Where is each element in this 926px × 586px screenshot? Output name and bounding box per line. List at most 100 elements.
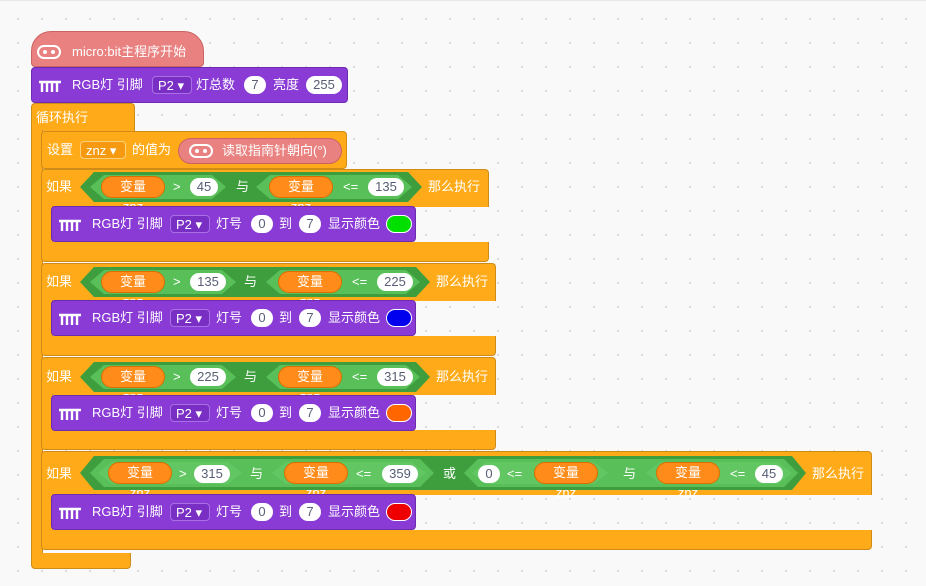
operator-symbol: > [173, 179, 181, 194]
and-label: 与 [250, 466, 264, 481]
from-input[interactable]: 0 [251, 215, 273, 233]
number-input[interactable]: 315 [377, 368, 413, 386]
forever-block[interactable] [31, 103, 135, 131]
number-input[interactable]: 45 [755, 465, 783, 483]
rgb-led-icon [58, 506, 82, 522]
color-label: 显示颜色 [328, 216, 381, 231]
number-input[interactable]: 359 [382, 465, 418, 483]
led-num-label: 灯号 [216, 216, 243, 231]
led-num-label: 灯号 [216, 504, 243, 519]
variable-reporter[interactable]: 变量 znz [101, 366, 165, 404]
if-label: 如果 [46, 369, 73, 384]
if-bottom-1 [41, 242, 489, 262]
compass-reporter[interactable] [178, 138, 342, 164]
to-label: 到 [279, 504, 293, 519]
forever-bottom [31, 553, 131, 569]
then-label: 那么执行 [436, 369, 489, 384]
rgb-set-label: RGB灯 引脚 [92, 216, 163, 231]
operator-symbol: <= [343, 179, 359, 194]
if-label: 如果 [46, 274, 73, 289]
color-swatch[interactable] [386, 309, 412, 327]
pin-dropdown[interactable]: P2 ▾ [152, 76, 192, 94]
variable-reporter[interactable]: 变量 znz [278, 366, 342, 404]
variable-reporter[interactable]: 变量 znz [534, 462, 598, 500]
number-input[interactable]: 225 [377, 273, 413, 291]
forever-label: 循环执行 [36, 110, 89, 125]
rgb-led-icon [38, 79, 62, 95]
variable-reporter[interactable]: 变量 znz [108, 462, 172, 500]
and-label: 与 [623, 466, 637, 481]
rgb-set-block[interactable] [51, 300, 416, 336]
if-bottom-4 [41, 530, 872, 550]
led-num-label: 灯号 [216, 405, 243, 420]
led-num-label: 灯号 [216, 310, 243, 325]
rgb-led-icon [58, 407, 82, 423]
or-label: 或 [443, 466, 457, 481]
set-label: 设置 [47, 142, 74, 157]
operator-symbol: > [179, 466, 187, 481]
rgb-set-label: RGB灯 引脚 [92, 405, 163, 420]
color-label: 显示颜色 [328, 310, 381, 325]
color-swatch[interactable] [386, 503, 412, 521]
pin-dropdown[interactable]: P2 ▾ [170, 503, 210, 521]
color-swatch[interactable] [386, 215, 412, 233]
set-mid-label: 的值为 [132, 142, 172, 157]
microbit-icon [189, 144, 213, 158]
operator-symbol: <= [352, 274, 368, 289]
color-label: 显示颜色 [328, 405, 381, 420]
variable-reporter[interactable]: 变量 znz [284, 462, 348, 500]
operator-symbol: <= [730, 466, 746, 481]
variable-reporter[interactable]: 变量 znz [101, 271, 165, 309]
from-input[interactable]: 0 [251, 309, 273, 327]
then-label: 那么执行 [812, 466, 865, 481]
rgb-set-block[interactable] [51, 494, 416, 530]
number-input[interactable]: 315 [194, 465, 230, 483]
brightness-input[interactable]: 255 [306, 76, 342, 94]
pin-dropdown[interactable]: P2 ▾ [170, 404, 210, 422]
to-label: 到 [279, 216, 293, 231]
hat-label: micro:bit主程序开始 [72, 44, 187, 59]
var-dropdown[interactable]: znz ▾ [80, 141, 126, 159]
to-input[interactable]: 7 [299, 404, 321, 422]
brightness-label: 亮度 [273, 77, 300, 92]
rgb-set-label: RGB灯 引脚 [92, 504, 163, 519]
if-bottom-3 [41, 430, 496, 450]
variable-reporter[interactable]: 变量 znz [278, 271, 342, 309]
rgb-set-block[interactable] [51, 395, 416, 431]
variable-reporter[interactable]: 变量 znz [656, 462, 720, 500]
from-input[interactable]: 0 [251, 404, 273, 422]
rgb-init-label: RGB灯 引脚 [72, 77, 143, 92]
rgb-led-icon [58, 218, 82, 234]
operator-symbol: > [173, 369, 181, 384]
operator-symbol: <= [352, 369, 368, 384]
pin-dropdown[interactable]: P2 ▾ [170, 309, 210, 327]
color-label: 显示颜色 [328, 504, 381, 519]
rgb-set-block[interactable] [51, 206, 416, 242]
compass-label: 读取指南针朝向(°) [222, 143, 327, 158]
color-swatch[interactable] [386, 404, 412, 422]
from-input[interactable]: 0 [251, 503, 273, 521]
operator-symbol: <= [356, 466, 372, 481]
number-input[interactable]: 225 [190, 368, 226, 386]
rgb-led-icon [58, 312, 82, 328]
to-input[interactable]: 7 [299, 309, 321, 327]
number-input[interactable]: 135 [190, 273, 226, 291]
to-input[interactable]: 7 [299, 503, 321, 521]
number-input[interactable]: 0 [478, 465, 500, 483]
to-input[interactable]: 7 [299, 215, 321, 233]
rgb-set-label: RGB灯 引脚 [92, 310, 163, 325]
to-label: 到 [279, 310, 293, 325]
then-label: 那么执行 [436, 274, 489, 289]
operator-symbol: > [173, 274, 181, 289]
variable-reporter[interactable]: 变量 znz [101, 176, 165, 214]
to-label: 到 [279, 405, 293, 420]
if-label: 如果 [46, 179, 73, 194]
microbit-icon [37, 45, 61, 59]
pin-dropdown[interactable]: P2 ▾ [170, 215, 210, 233]
number-input[interactable]: 45 [190, 178, 218, 196]
number-input[interactable]: 135 [368, 178, 404, 196]
count-input[interactable]: 7 [244, 76, 266, 94]
and-label: 与 [244, 369, 258, 384]
variable-reporter[interactable]: 变量 znz [269, 176, 333, 214]
